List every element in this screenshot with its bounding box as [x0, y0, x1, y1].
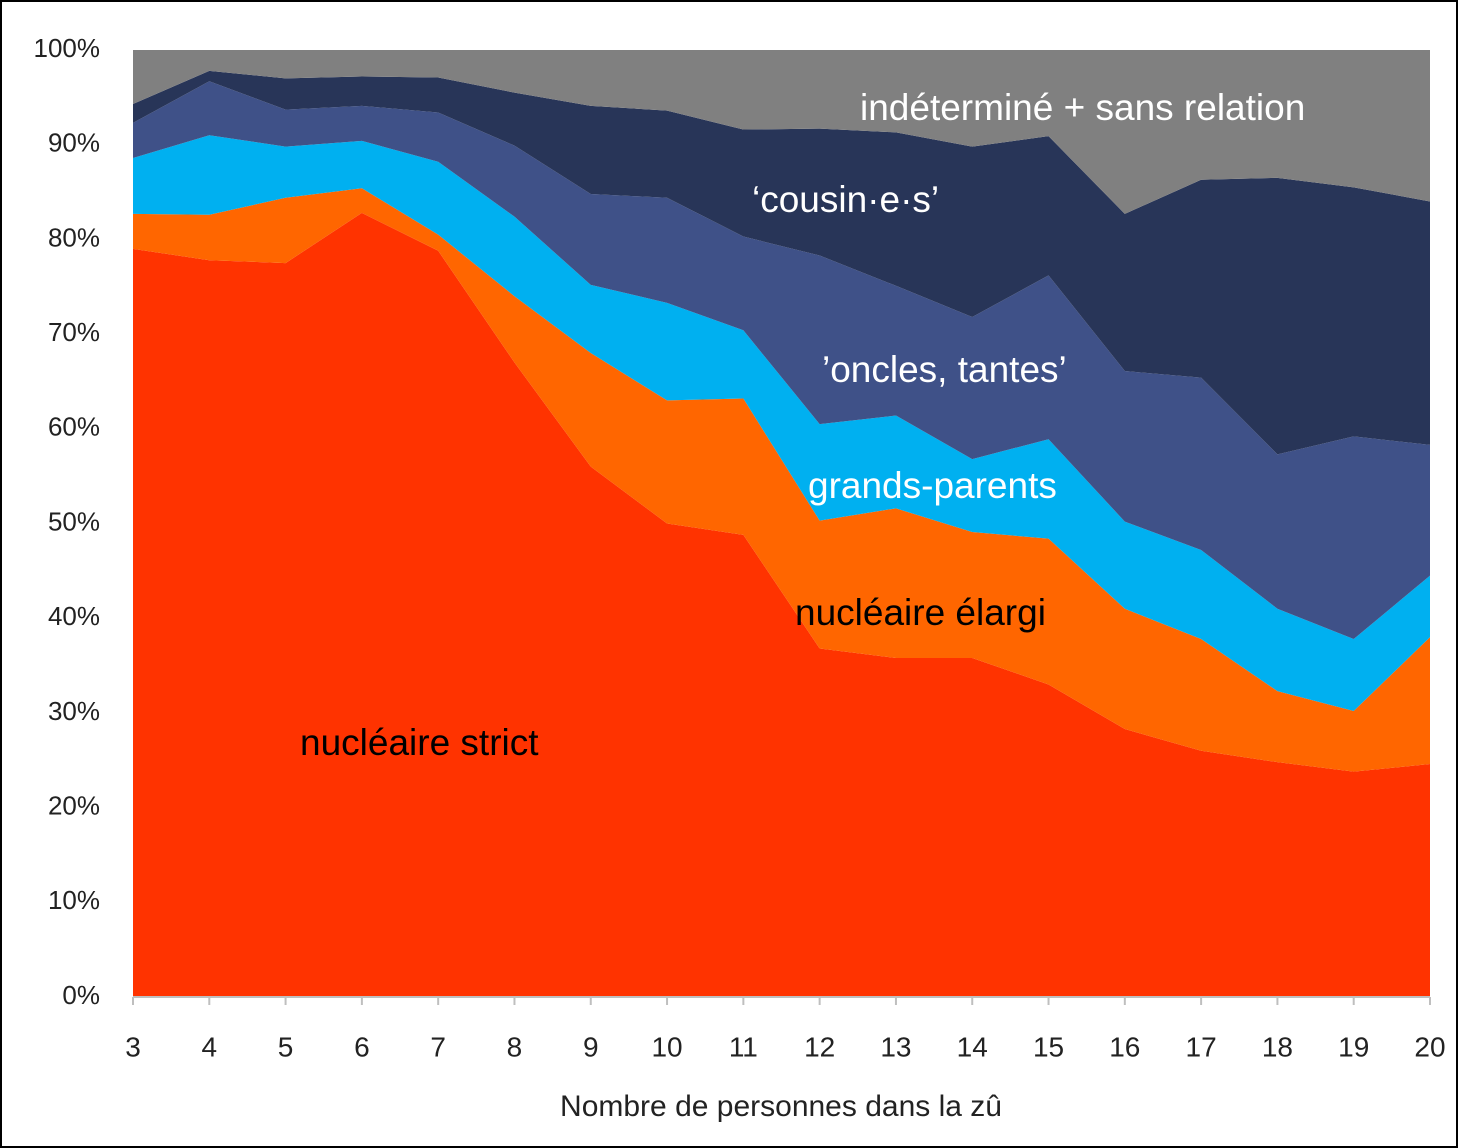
- area: [133, 70, 1430, 455]
- series-label: grands-parents: [808, 465, 1057, 506]
- x-tick-label: 18: [1262, 1031, 1293, 1062]
- y-tick-label: 60%: [48, 412, 100, 442]
- area: [133, 212, 1430, 997]
- x-tick-label: 17: [1186, 1031, 1217, 1062]
- y-tick-label: 30%: [48, 696, 100, 726]
- x-tick-label: 20: [1414, 1031, 1445, 1062]
- y-tick-label: 20%: [48, 790, 100, 820]
- area: [133, 135, 1430, 712]
- x-tick-label: 16: [1109, 1031, 1140, 1062]
- x-tick-label: 13: [880, 1031, 911, 1062]
- x-axis-label: Nombre de personnes dans la zû: [560, 1090, 1002, 1123]
- x-tick-label: 10: [651, 1031, 682, 1062]
- y-tick-label: 40%: [48, 601, 100, 631]
- x-tick-label: 7: [430, 1031, 446, 1062]
- x-tick-label: 6: [354, 1031, 370, 1062]
- series-label: ’oncles, tantes’: [822, 349, 1067, 390]
- axes: 0% 10% 20% 30% 40% 50% 60% 70% 80% 90% 100% 3 4 5 6 7 8 9…: [34, 33, 1446, 1063]
- y-tick-label: 100%: [34, 33, 101, 63]
- area: [133, 81, 1430, 640]
- series-label: nucléaire élargi: [795, 592, 1046, 633]
- series-label: indéterminé + sans relation: [860, 87, 1305, 128]
- y-tick-label: 80%: [48, 222, 100, 252]
- areas: [133, 50, 1430, 997]
- y-tick-label: 0%: [62, 980, 100, 1010]
- y-tick-label: 50%: [48, 506, 100, 536]
- x-tick-label: 8: [507, 1031, 523, 1062]
- x-tick-label: 14: [957, 1031, 988, 1062]
- x-tick-label: 19: [1338, 1031, 1369, 1062]
- series-label: nucléaire strict: [300, 722, 539, 763]
- x-tick-label: 11: [729, 1031, 758, 1062]
- y-tick-label: 90%: [48, 128, 100, 158]
- x-tick-label: 4: [202, 1031, 218, 1062]
- y-tick-label: 10%: [48, 885, 100, 915]
- x-tick-label: 15: [1033, 1031, 1064, 1062]
- x-tick-label: 5: [278, 1031, 294, 1062]
- y-tick-label: 70%: [48, 317, 100, 347]
- area: [133, 188, 1430, 772]
- area: [133, 50, 1430, 214]
- x-tick-label: 12: [804, 1031, 835, 1062]
- x-tick-label: 9: [583, 1031, 599, 1062]
- x-tick-label: 3: [125, 1031, 141, 1062]
- series-label: ‘cousin·e·s’: [752, 179, 939, 220]
